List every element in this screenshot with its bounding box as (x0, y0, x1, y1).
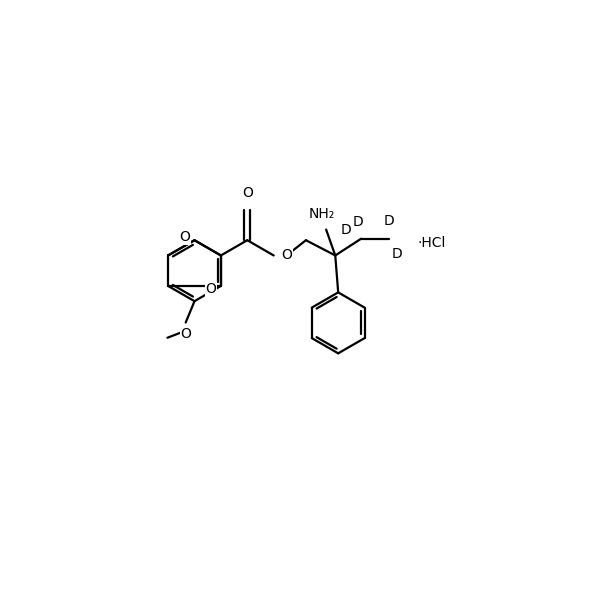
Text: D: D (383, 214, 394, 228)
Text: O: O (242, 187, 253, 200)
Text: O: O (179, 230, 190, 244)
Text: ·HCl: ·HCl (418, 236, 446, 250)
Text: D: D (353, 215, 364, 229)
Text: O: O (281, 248, 292, 262)
Text: O: O (205, 282, 217, 296)
Text: D: D (392, 247, 403, 262)
Text: D: D (341, 223, 352, 236)
Text: O: O (180, 326, 191, 341)
Text: NH₂: NH₂ (308, 207, 335, 221)
